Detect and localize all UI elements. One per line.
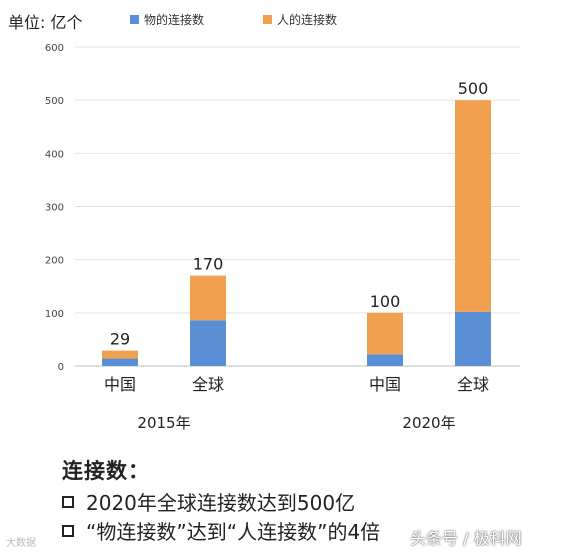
bar-segment — [455, 311, 491, 366]
checkbox-icon — [62, 495, 74, 508]
y-tick-label: 200 — [45, 256, 64, 267]
x-category-label: 中国 — [369, 375, 401, 394]
x-axis: 中国 全球 中国 全球 2015年 2020年 — [104, 375, 489, 432]
legend-swatch-things — [130, 15, 139, 24]
total-label: 100 — [370, 292, 401, 311]
x-group-label: 2020年 — [402, 414, 455, 432]
notes-section: 连接数： 2020年全球连接数达到500亿 “物连接数”达到“人连接数”的4倍 — [62, 455, 380, 545]
legend-item-things: 物的连接数 — [130, 11, 204, 28]
y-tick-label: 600 — [45, 43, 64, 54]
x-group-label: 2015年 — [137, 414, 190, 432]
bar-segment — [455, 100, 491, 312]
bar-segment — [102, 358, 138, 366]
watermark-right: 头条号 / 极科网 — [410, 529, 522, 548]
y-axis: 0 100 200 300 400 500 600 — [45, 43, 64, 373]
y-tick-label: 400 — [45, 149, 64, 160]
bar-segment — [190, 275, 226, 321]
grid-lines — [75, 46, 520, 367]
legend-label-things: 物的连接数 — [144, 13, 205, 27]
total-label: 500 — [458, 79, 489, 98]
stacked-bar-chart: 0 100 200 300 400 500 600 29 170 100 500 中国 全球 中国 全球… — [45, 43, 520, 432]
legend-swatch-people — [263, 15, 272, 24]
bar-segment — [102, 350, 138, 359]
note-line-1: 2020年全球连接数达到500亿 — [62, 487, 380, 516]
y-tick-label: 100 — [45, 309, 64, 320]
bar-segment — [367, 354, 403, 366]
x-category-label: 全球 — [192, 375, 224, 394]
y-tick-label: 0 — [58, 362, 64, 373]
unit-label: 单位: 亿个 — [8, 13, 83, 32]
note-line-2: “物连接数”达到“人连接数”的4倍 — [62, 516, 380, 545]
note-text-2: “物连接数”达到“人连接数”的4倍 — [86, 520, 381, 544]
bar-segment — [367, 312, 403, 355]
watermark-left: 大数据 — [6, 538, 36, 549]
legend-item-people: 人的连接数 — [263, 11, 337, 28]
bars — [102, 100, 491, 366]
checkbox-icon — [62, 524, 74, 537]
legend-label-people: 人的连接数 — [277, 13, 338, 27]
data-labels: 29 170 100 500 — [110, 79, 488, 348]
bar-segment — [190, 320, 226, 366]
total-label: 170 — [193, 255, 224, 274]
x-category-label: 全球 — [457, 375, 489, 394]
notes-title: 连接数： — [62, 459, 150, 483]
y-tick-label: 500 — [45, 96, 64, 107]
note-text-1: 2020年全球连接数达到500亿 — [86, 491, 356, 515]
y-tick-label: 300 — [45, 203, 64, 214]
total-label: 29 — [110, 330, 130, 349]
x-category-label: 中国 — [104, 375, 136, 394]
